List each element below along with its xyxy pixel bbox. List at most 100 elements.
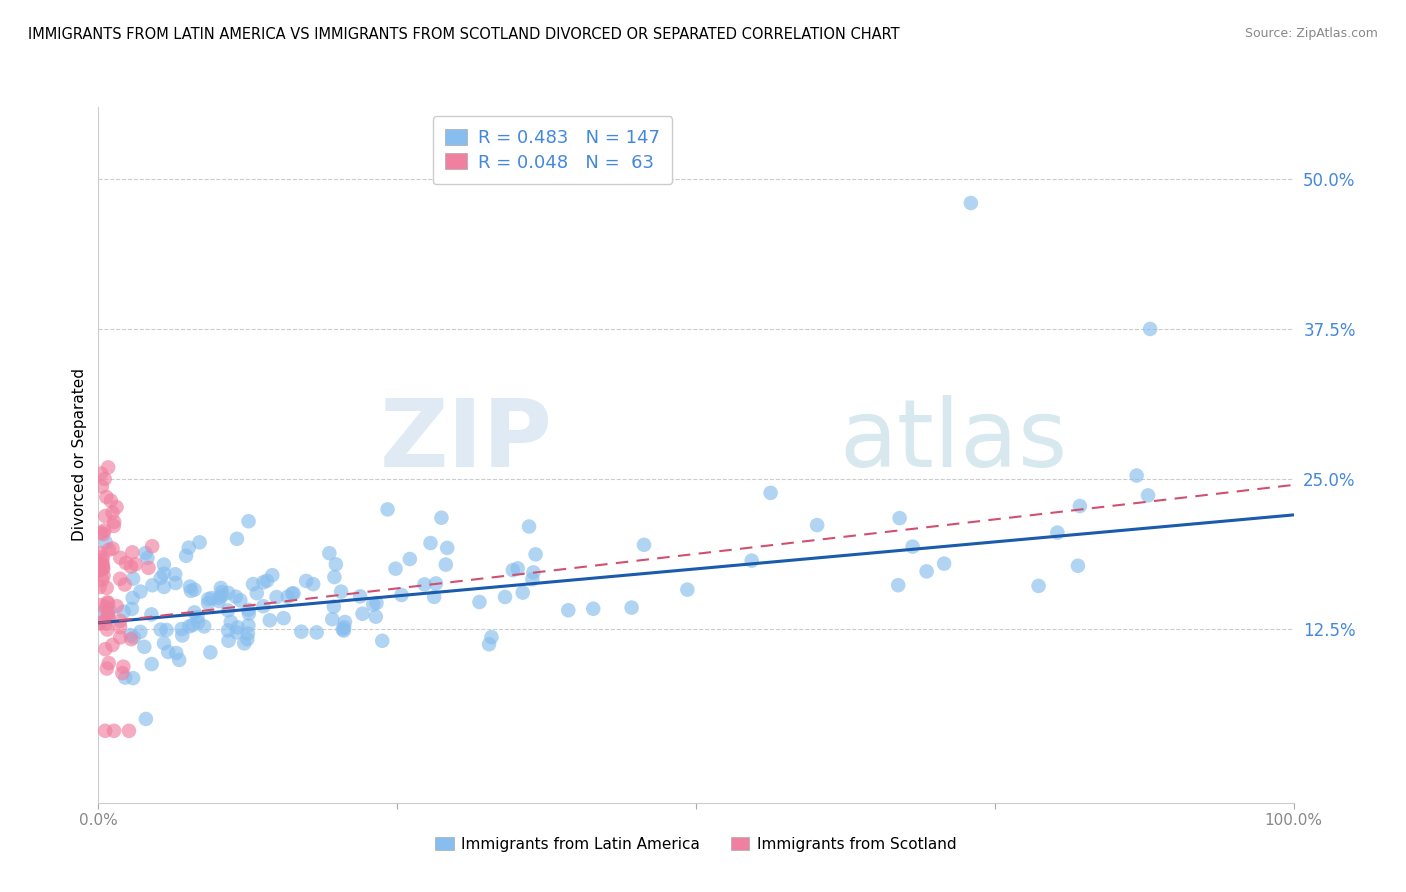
Point [167, 653, 190, 667]
Point [96, 607, 118, 621]
Point [266, 590, 288, 604]
Point [238, 514, 260, 528]
Point [89, 580, 111, 594]
Point [384, 562, 406, 576]
Point [91, 573, 114, 587]
Point [183, 606, 205, 620]
Text: IMMIGRANTS FROM LATIN AMERICA VS IMMIGRANTS FROM SCOTLAND DIVORCED OR SEPARATED : IMMIGRANTS FROM LATIN AMERICA VS IMMIGRA… [28, 27, 900, 42]
Point [135, 712, 157, 726]
Point [89, 563, 111, 577]
Point [157, 645, 180, 659]
Point [398, 552, 420, 566]
Point [478, 637, 501, 651]
Point [111, 666, 134, 681]
Point [197, 591, 219, 606]
Point [225, 625, 247, 640]
Point [197, 596, 219, 610]
Point [94, 535, 117, 549]
Point [366, 596, 388, 610]
Point [330, 584, 353, 599]
Point [252, 575, 274, 590]
Point [165, 576, 187, 591]
Point [262, 568, 284, 582]
Point [97, 596, 120, 610]
Point [517, 519, 540, 533]
Point [236, 626, 259, 640]
Point [120, 632, 142, 647]
Point [413, 577, 436, 591]
Point [281, 586, 304, 600]
Point [633, 538, 655, 552]
Point [90, 467, 112, 481]
Point [219, 615, 242, 629]
Point [252, 599, 274, 614]
Point [236, 632, 259, 646]
Point [138, 561, 160, 575]
Point [218, 633, 240, 648]
Point [901, 540, 924, 554]
Point [108, 614, 131, 628]
Point [932, 557, 955, 571]
Point [582, 601, 605, 615]
Point [153, 636, 176, 650]
Point [165, 567, 187, 582]
Point [217, 624, 239, 638]
Point [352, 607, 374, 621]
Point [115, 556, 138, 570]
Point [377, 502, 399, 516]
Point [522, 572, 544, 586]
Point [333, 624, 356, 638]
Point [110, 550, 132, 565]
Point [103, 519, 125, 533]
Point [94, 616, 117, 631]
Point [1125, 468, 1147, 483]
Point [391, 588, 413, 602]
Point [112, 605, 135, 619]
Point [200, 645, 222, 659]
Point [302, 577, 325, 591]
Point [211, 589, 233, 603]
Point [806, 518, 828, 533]
Point [89, 616, 111, 631]
Point [141, 607, 163, 622]
Point [96, 661, 118, 675]
Point [233, 636, 256, 650]
Point [135, 546, 157, 560]
Point [225, 590, 247, 604]
Point [89, 615, 111, 630]
Point [120, 628, 142, 642]
Point [165, 646, 187, 660]
Point [141, 657, 163, 671]
Point [186, 610, 208, 624]
Point [321, 612, 343, 626]
Point [121, 591, 143, 605]
Point [153, 566, 176, 581]
Point [1139, 322, 1161, 336]
Point [436, 541, 458, 555]
Point [101, 638, 124, 652]
Point [89, 546, 111, 560]
Point [91, 527, 114, 541]
Point [273, 611, 295, 625]
Point [91, 553, 114, 567]
Point [153, 558, 176, 572]
Point [94, 723, 117, 738]
Point [177, 541, 200, 555]
Point [94, 509, 117, 524]
Point [91, 479, 114, 493]
Point [1046, 525, 1069, 540]
Point [512, 585, 534, 599]
Point [960, 196, 983, 211]
Point [468, 595, 491, 609]
Point [122, 630, 145, 644]
Point [170, 622, 193, 636]
Point [129, 624, 152, 639]
Point [238, 618, 260, 632]
Point [419, 536, 441, 550]
Point [193, 619, 215, 633]
Point [94, 642, 117, 657]
Point [481, 630, 503, 644]
Point [112, 659, 135, 673]
Point [217, 586, 239, 600]
Point [124, 558, 146, 572]
